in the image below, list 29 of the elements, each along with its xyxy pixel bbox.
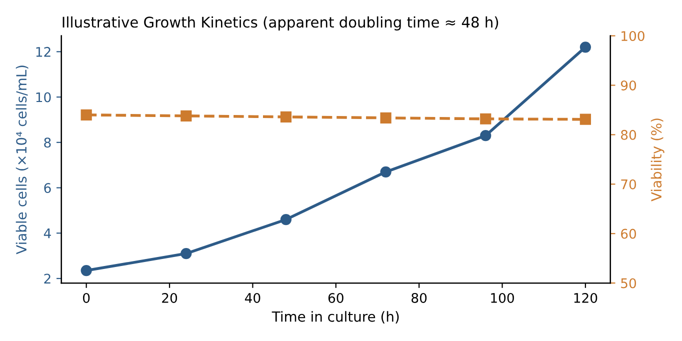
point xyxy=(480,130,492,142)
y-axis-title: Viable cells (×10⁴ cells/mL) xyxy=(16,66,28,254)
point xyxy=(280,214,292,226)
y2-axis-title: Viability (%) xyxy=(650,118,664,202)
y-tick-label: 2 xyxy=(44,274,50,284)
x-tick-label: 100 xyxy=(491,292,514,303)
y-tick-label: 10 xyxy=(36,92,51,102)
y-tick-label: 12 xyxy=(36,46,50,57)
y2-tick-label: 50 xyxy=(621,278,636,288)
y2-tick-label: 60 xyxy=(621,228,636,239)
y-tick-label: 4 xyxy=(44,228,51,238)
x-tick-label: 60 xyxy=(328,292,344,303)
y2-tick-label: 90 xyxy=(620,80,636,90)
y-tick-label: 8 xyxy=(44,138,51,148)
x-tick-label: 80 xyxy=(412,292,427,303)
point xyxy=(80,265,92,276)
chart-title: Illustrative Growth Kinetics (apparent doubling time ≈ 48 h) xyxy=(62,16,498,31)
x-tick-label: 20 xyxy=(162,292,178,303)
x-tick-label: 0 xyxy=(83,292,90,303)
y2-tick-label: 70 xyxy=(621,179,636,190)
x-axis-title: Time in culture (h) xyxy=(272,311,399,324)
point xyxy=(580,42,591,53)
x-tick-label: 40 xyxy=(244,292,260,303)
y2-tick-label: 80 xyxy=(621,130,636,140)
y-tick-label: 6 xyxy=(44,182,51,193)
point xyxy=(380,166,392,178)
x-tick-label: 120 xyxy=(574,292,598,303)
point xyxy=(180,248,192,260)
y2-tick-label: 100 xyxy=(622,31,644,42)
